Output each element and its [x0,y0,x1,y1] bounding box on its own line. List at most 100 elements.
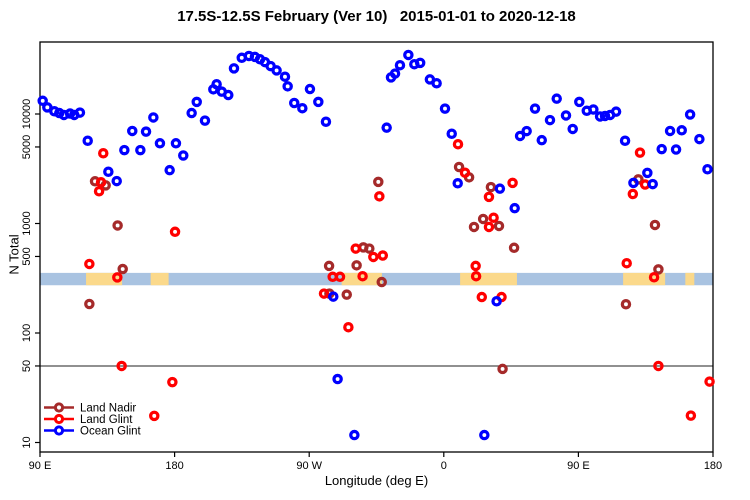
data-point-ocean-glint [694,133,705,145]
data-point-land-nadir [468,221,480,233]
data-point-ocean-glint [628,177,639,189]
data-point-land-glint [634,147,646,158]
data-point-ocean-glint [521,125,532,137]
data-point-land-nadir [485,181,497,193]
data-point-land-glint [169,226,181,238]
data-point-ocean-glint [414,57,426,69]
data-point-ocean-glint [676,125,687,136]
data-point-land-nadir [453,161,465,173]
data-point-ocean-glint [279,71,291,82]
data-point-ocean-glint [574,96,585,108]
legend-swatch-circle [53,402,65,413]
data-point-ocean-glint [74,107,86,118]
data-point-land-glint [334,271,346,283]
y-tick-label: 5000 [21,135,33,159]
data-point-ocean-glint [446,128,457,140]
data-point-ocean-glint [119,144,130,156]
data-point-ocean-glint [647,178,658,190]
y-tick-label: 100 [21,324,33,342]
data-point-ocean-glint [328,291,339,302]
data-point-ocean-glint [664,125,676,137]
data-point-land-nadir [497,363,508,375]
data-point-ocean-glint [642,167,653,179]
data-point-ocean-glint [271,65,282,76]
data-point-ocean-glint [349,429,360,441]
data-point-ocean-glint [127,125,138,137]
data-point-land-glint [483,221,495,233]
data-point-land-glint [470,260,481,272]
data-point-ocean-glint [439,103,451,114]
legend-label: Land Glint [80,414,133,426]
data-point-ocean-glint [619,135,631,146]
data-point-ocean-glint [154,138,166,149]
data-point-ocean-glint [702,163,713,175]
data-point-land-nadir [649,219,661,231]
data-point-land-nadir [373,176,384,188]
data-point-land-nadir [620,299,632,310]
legend-swatch-circle [53,413,65,425]
data-point-land-nadir [117,263,128,275]
data-point-land-glint [507,177,518,189]
data-point-ocean-glint [178,150,189,161]
data-point-ocean-glint [599,110,611,122]
data-point-land-nadir [493,220,505,232]
data-point-land-glint [167,376,178,388]
data-point-ocean-glint [544,114,556,126]
data-point-land-glint [374,191,385,202]
data-point-land-glint [350,243,361,254]
data-point-ocean-glint [394,59,406,71]
data-point-ocean-glint [514,130,526,142]
data-point-ocean-glint [403,49,414,61]
data-point-ocean-glint [567,123,578,135]
data-point-land-glint [84,258,95,270]
y-tick-label: 50 [21,360,33,372]
land-patch [150,272,169,286]
data-point-land-nadir [351,260,362,271]
data-point-ocean-glint [140,126,152,137]
data-point-land-glint [112,272,123,283]
data-point-ocean-glint [288,97,300,109]
legend-swatch-circle [53,425,65,436]
data-point-land-nadir [653,264,664,275]
data-point-ocean-glint [164,164,175,176]
data-point-ocean-glint [670,144,682,155]
legend-label: Land Nadir [80,403,136,415]
data-point-land-glint [93,186,105,197]
y-tick-label: 500 [21,247,33,265]
data-point-land-nadir [376,276,387,288]
data-point-land-glint [343,321,354,333]
data-point-land-glint [627,188,639,200]
chart-title: 17.5S-12.5S February (Ver 10) 2015-01-01… [177,8,576,25]
data-point-ocean-glint [494,183,506,194]
data-point-land-nadir [508,242,520,254]
legend-label: Ocean Glint [80,426,142,438]
data-point-ocean-glint [529,103,541,114]
x-tick-label: 90 E [567,460,590,472]
data-point-ocean-glint [37,95,48,107]
y-tick-label: 1000 [21,211,33,235]
data-point-ocean-glint [191,96,202,108]
data-point-land-glint [318,288,330,299]
data-point-land-glint [704,376,715,387]
data-point-ocean-glint [199,115,211,126]
data-point-ocean-glint [223,89,234,101]
x-tick-label: 180 [704,460,722,472]
data-point-land-glint [476,291,488,303]
data-point-ocean-glint [491,295,502,307]
data-point-land-glint [95,177,107,188]
data-point-ocean-glint [148,112,159,123]
x-tick-label: 180 [165,460,183,472]
data-point-land-glint [377,250,389,261]
data-point-ocean-glint [594,111,606,122]
data-point-land-nadir [341,289,352,300]
data-point-land-glint [621,257,632,269]
data-point-ocean-glint [111,175,122,187]
data-point-land-glint [149,410,160,422]
data-point-land-glint [488,212,499,223]
data-point-ocean-glint [103,166,114,177]
data-point-ocean-glint [656,143,667,155]
data-point-ocean-glint [551,93,562,104]
data-point-land-glint [685,410,697,421]
data-point-land-glint [648,271,660,283]
